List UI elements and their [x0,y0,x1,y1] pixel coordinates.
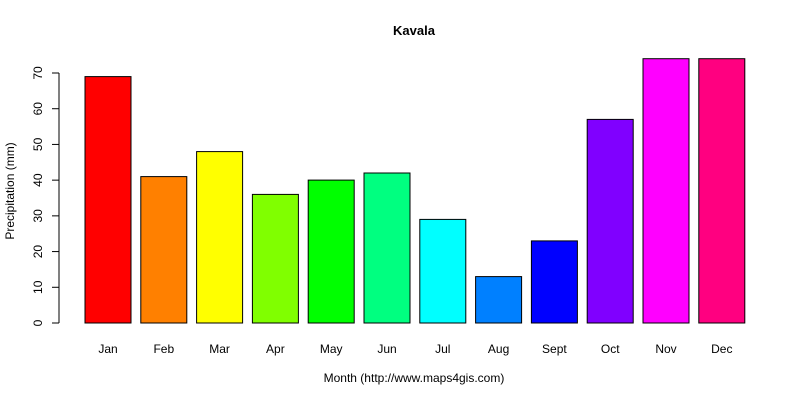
chart-title: Kavala [393,23,436,38]
bar-sept [530,240,578,324]
x-tick-label: Jul [435,342,450,356]
bar-jan [84,76,132,324]
bars [84,58,746,324]
x-tick-label: Mar [209,342,230,356]
x-tick-label: Oct [601,342,620,356]
y-tick-label: 60 [31,102,45,116]
x-tick-label: Nov [655,342,676,356]
x-tick-label: Aug [488,342,509,356]
y-axis: 0 10 20 30 40 50 60 70 [31,66,60,326]
x-tick-label: Jan [98,342,117,356]
x-tick-label: Jun [377,342,396,356]
bar-may [307,179,355,324]
y-tick-label: 0 [31,319,45,326]
bar-jul [419,218,467,324]
x-axis-labels: Jan Feb Mar Apr May Jun Jul Aug Sept Oct Nov Dec [98,342,732,356]
y-tick-label: 40 [31,173,45,187]
bar-oct [586,118,634,324]
bar-apr [251,193,299,324]
bar-mar [196,151,244,324]
y-tick-label: 20 [31,245,45,259]
x-axis-label: Month (http://www.maps4gis.com) [324,371,505,385]
x-tick-label: Feb [153,342,174,356]
y-tick-label: 30 [31,209,45,223]
y-tick-label: 10 [31,280,45,294]
bar-jun [363,172,411,324]
x-tick-label: Apr [266,342,285,356]
bar-dec [698,58,746,324]
y-tick-label: 70 [31,66,45,80]
x-tick-label: Sept [542,342,567,356]
y-axis-label: Precipitation (mm) [3,142,17,239]
x-tick-label: Dec [711,342,732,356]
bar-feb [140,176,188,324]
x-tick-label: May [320,342,343,356]
bar-aug [475,276,523,324]
y-tick-label: 50 [31,137,45,151]
bar-nov [642,58,690,324]
